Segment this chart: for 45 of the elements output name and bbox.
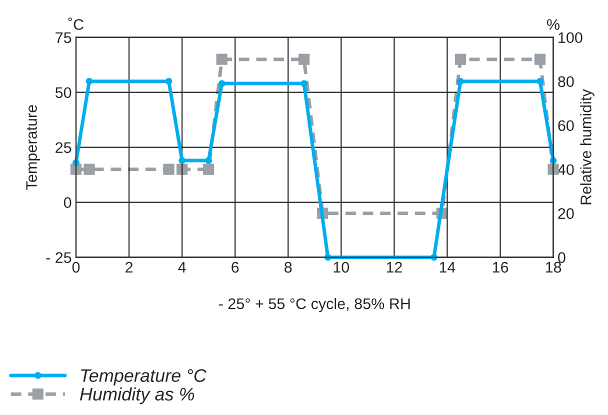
y2-axis-title: Relative humidity xyxy=(580,89,594,204)
point xyxy=(216,54,228,65)
point xyxy=(218,80,226,88)
x-tick-label: 16 xyxy=(492,262,508,273)
text: % xyxy=(547,19,560,30)
y-tick-label: 0 xyxy=(64,197,72,208)
legend-label: Temperature °C xyxy=(81,369,207,386)
y2-tick-label: 60 xyxy=(558,120,574,132)
y2-tick-label: 20 xyxy=(558,208,574,219)
x-tick-label: 4 xyxy=(178,262,186,273)
y2-tick-label: 40 xyxy=(558,164,574,176)
y2-tick-label: 100 xyxy=(558,32,582,44)
point xyxy=(203,164,214,175)
y-tick-label: 50 xyxy=(55,87,72,98)
x-axis-title: - 25° + 55 °C cycle, 85% RH xyxy=(218,298,410,312)
point xyxy=(86,78,93,85)
y-tick-label: - 25 xyxy=(46,252,72,263)
point xyxy=(84,164,95,175)
y2-tick-label: 80 xyxy=(558,76,574,88)
point xyxy=(534,54,546,65)
point xyxy=(457,78,464,85)
y-axis-title: Temperature xyxy=(26,105,40,190)
point xyxy=(163,164,174,175)
x-tick-label: 10 xyxy=(334,262,350,273)
legend-label: Humidity as % xyxy=(80,387,194,404)
point xyxy=(178,157,186,164)
point xyxy=(536,78,544,85)
text: ˚C xyxy=(68,17,84,30)
point xyxy=(300,80,308,88)
y-tick-label: 25 xyxy=(56,142,72,154)
point xyxy=(548,164,559,175)
y-tick-label: 75 xyxy=(56,32,72,44)
point xyxy=(298,54,310,65)
x-tick-label: 6 xyxy=(232,262,239,273)
x-tick-label: 14 xyxy=(440,262,456,273)
point xyxy=(165,78,172,85)
y2-tick-label: 0 xyxy=(558,252,566,263)
point xyxy=(454,54,466,65)
x-tick-label: 18 xyxy=(546,262,562,273)
point xyxy=(176,164,188,175)
point xyxy=(205,157,212,164)
x-tick-label: 12 xyxy=(386,262,402,273)
x-tick-label: 8 xyxy=(284,262,292,273)
x-tick-label: 0 xyxy=(72,262,80,273)
x-tick-label: 2 xyxy=(126,262,133,273)
